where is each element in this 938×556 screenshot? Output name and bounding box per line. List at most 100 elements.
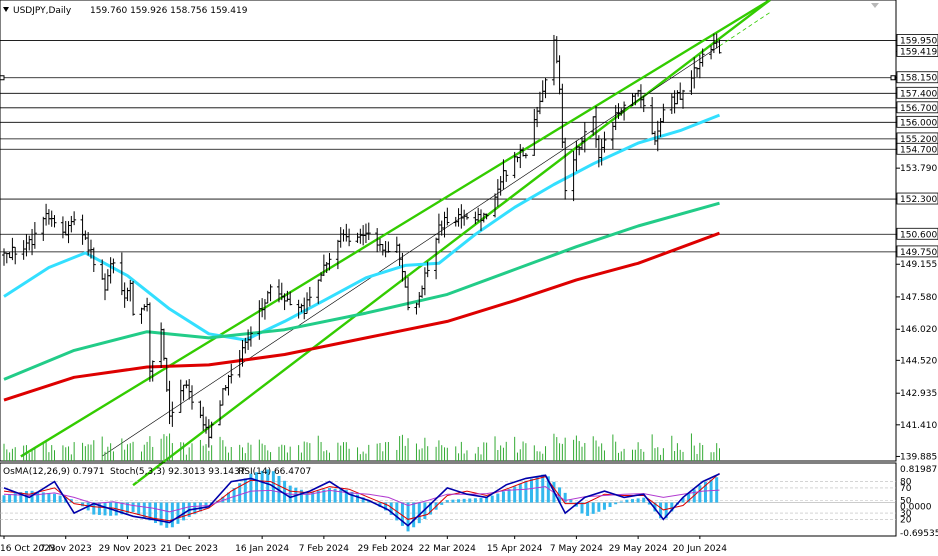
price-tick-label: 141.410	[900, 421, 937, 431]
osma-bar	[378, 502, 382, 507]
time-tick-label: 15 Apr 2024	[487, 544, 543, 554]
osma-bar	[507, 489, 511, 503]
osma-bar	[92, 502, 96, 515]
indicator-tick-label: 0.81987	[900, 465, 937, 475]
price-tick-label: 153.790	[900, 164, 937, 174]
price-tick-label: 144.520	[900, 356, 937, 366]
osma-bar	[400, 502, 404, 526]
osma-bar	[232, 488, 236, 503]
osma-bar	[389, 502, 393, 515]
ema-line-ema_fast	[3, 113, 721, 342]
osma-bar	[642, 497, 646, 503]
price-axis: 153.790 149.155 147.580 146.020 144.520 142.9…	[896, 39, 937, 462]
osma-bar	[19, 492, 23, 503]
ohlc-values: 159.760 159.926 158.756 159.419	[90, 6, 248, 16]
symbol-label: USDJPY,Daily	[13, 6, 72, 16]
osma-bar	[541, 474, 545, 503]
osma-bar	[182, 502, 186, 521]
osma-bar	[260, 470, 264, 503]
channel-lower-line	[132, 0, 771, 487]
price-tag-label: 159.419	[900, 47, 937, 57]
osma-bar	[406, 502, 410, 532]
osma-bar	[249, 473, 253, 503]
time-tick-label: 16 Jan 2024	[235, 544, 289, 554]
indicator-pane-frame	[0, 462, 897, 537]
osma-bar	[221, 496, 225, 503]
osma-bar	[462, 498, 466, 503]
osma-bar	[41, 492, 45, 503]
osma-bar	[417, 502, 421, 524]
osma-bar	[445, 500, 449, 503]
line-handle-left	[0, 75, 5, 81]
time-tick-label: 16 Oct 2023	[0, 544, 56, 554]
osma-bar	[625, 499, 629, 503]
osma-bar	[361, 497, 365, 503]
osma-bar	[2, 495, 6, 503]
osma-bar	[36, 491, 40, 503]
osma-bar	[518, 483, 522, 503]
osma-bar	[664, 502, 668, 519]
price-tag-box	[896, 142, 938, 155]
osma-bar	[170, 502, 174, 528]
osma-bar	[333, 488, 337, 503]
osma-bar	[327, 488, 331, 503]
osma-bar	[8, 494, 12, 503]
price-tag-box	[896, 86, 938, 99]
osma-bar	[159, 502, 163, 526]
channel-upper-line	[20, 0, 771, 458]
osma-bar	[670, 502, 674, 512]
price-tag-label: 154.700	[900, 145, 937, 155]
osma-bar	[322, 489, 326, 503]
ema-line-ema_slow	[3, 231, 721, 402]
osma-bar	[524, 480, 528, 503]
osma-bar	[356, 494, 360, 503]
osma-bar	[412, 502, 416, 528]
osma-bar	[266, 469, 270, 503]
indicator-tick-label: 70	[900, 484, 912, 494]
price-pane[interactable]: 153.790 149.155 147.580 146.020 144.520 142.9…	[0, 0, 938, 487]
volume-bars	[3, 433, 720, 461]
price-pane-frame	[0, 0, 897, 462]
price-tick-label: 139.885	[900, 452, 937, 462]
osma-bar	[591, 502, 595, 514]
osma-bar	[501, 491, 505, 503]
stoch_main-line	[3, 473, 720, 527]
indicator-tick-label: 80	[900, 478, 912, 488]
osma-bar	[350, 491, 354, 503]
scroll-shift-icon[interactable]	[871, 3, 879, 8]
rsi-line	[3, 486, 720, 513]
osma-bar	[131, 502, 135, 513]
price-tick-label: 149.155	[900, 260, 937, 270]
osma-bar	[125, 502, 129, 514]
price-tag-label: 157.400	[900, 89, 937, 99]
triangle-down-icon[interactable]	[3, 7, 9, 12]
osma-bar	[659, 502, 663, 519]
time-tick-label: 7 May 2024	[550, 544, 603, 554]
osma-bar	[513, 486, 517, 503]
price-tag-label: 155.200	[900, 135, 937, 145]
time-tick-label: 7 Nov 2023	[40, 544, 92, 554]
channel-middle-projection	[719, 12, 771, 47]
osma-bar	[344, 490, 348, 503]
stoch-label: Stoch(5,3,3) 92.3013 93.1437	[110, 467, 245, 477]
osma-bar	[698, 485, 702, 503]
osma-bar	[283, 480, 287, 503]
osma-bar	[255, 472, 259, 503]
osma-bar	[608, 502, 612, 507]
indicator-tick-label: -0.69535	[900, 529, 938, 539]
time-tick-label: 7 Feb 2024	[299, 544, 350, 554]
osma-bar	[305, 491, 309, 503]
osma-bar	[440, 502, 444, 505]
price-tick-label: 147.580	[900, 293, 937, 303]
price-tag-label: 158.150	[900, 74, 937, 84]
osma-label: OsMA(12,26,9) 0.7971	[3, 467, 104, 477]
osma-bar	[226, 492, 230, 503]
osma-bar	[681, 497, 685, 503]
price-tag-label: 156.700	[900, 104, 937, 114]
osma-bar	[619, 501, 623, 503]
osma-bar	[13, 493, 17, 503]
